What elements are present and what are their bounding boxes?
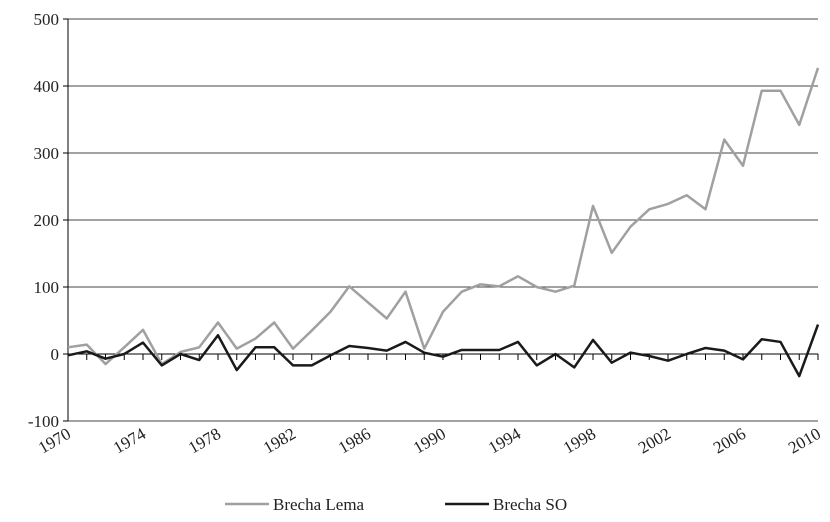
y-tick-label: 100 <box>34 278 60 297</box>
x-tick-label: 1982 <box>260 424 299 457</box>
series-line <box>67 67 820 366</box>
x-tick-label: 1990 <box>410 424 449 457</box>
legend-label: Brecha Lema <box>273 495 365 514</box>
x-tick-label: 1978 <box>185 424 224 457</box>
series-line <box>67 324 820 378</box>
x-tick-label: 2010 <box>785 424 824 457</box>
x-tick-label: 1986 <box>335 424 374 457</box>
x-tick-label: 1974 <box>110 424 149 458</box>
x-tick-label: 1994 <box>485 424 524 458</box>
y-tick-label: 300 <box>34 144 60 163</box>
x-tick-label: 2002 <box>635 424 674 457</box>
x-tick-label: 1998 <box>560 424 599 457</box>
x-tick-label: 2006 <box>710 424 749 457</box>
y-tick-label: 400 <box>34 77 60 96</box>
y-tick-label: 500 <box>34 10 60 29</box>
legend-label: Brecha SO <box>493 495 567 514</box>
y-tick-label: 200 <box>34 211 60 230</box>
y-tick-label: -100 <box>28 412 59 431</box>
y-tick-label: 0 <box>51 345 60 364</box>
